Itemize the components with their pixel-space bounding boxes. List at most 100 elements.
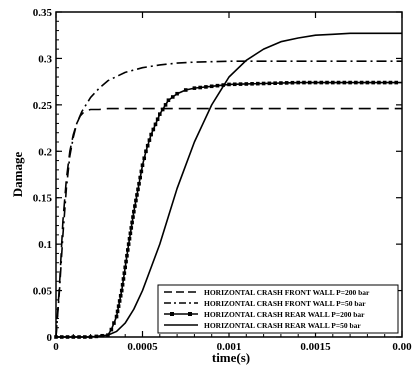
series-4-marker <box>115 309 120 314</box>
series-4-marker <box>147 138 152 142</box>
series-4-marker <box>123 265 127 270</box>
series-4-marker <box>124 259 128 264</box>
series-4-marker <box>313 80 318 85</box>
series-4-marker <box>117 299 122 303</box>
series-4-marker <box>144 149 148 154</box>
y-tick-label: 0.2 <box>38 146 52 158</box>
y-tick-label: 0.35 <box>33 7 53 19</box>
series-4-marker <box>131 215 135 219</box>
series-4-marker <box>215 83 220 88</box>
series-4-marker <box>153 122 158 127</box>
series-4-marker <box>149 132 153 137</box>
series-line-1 <box>55 107 402 338</box>
series-4-marker <box>145 143 150 148</box>
series-4-marker <box>125 248 130 252</box>
series-4-marker <box>122 271 127 275</box>
series-4-marker <box>238 82 243 86</box>
series-4-marker <box>163 103 168 107</box>
series-4-marker <box>118 293 123 298</box>
series-4-marker <box>125 253 129 258</box>
series-4-marker <box>371 80 375 85</box>
series-4-marker <box>151 127 156 132</box>
x-tick-label: 0.0005 <box>127 341 158 353</box>
series-4-marker <box>302 80 306 85</box>
series-4-marker <box>137 181 141 186</box>
series-4-marker <box>155 117 160 122</box>
series-4-marker <box>139 169 144 174</box>
series-4-marker <box>170 95 175 99</box>
series-4-marker <box>134 198 138 203</box>
series-4-marker <box>192 86 197 90</box>
series-4-marker <box>166 98 171 103</box>
series-4-marker <box>279 81 283 85</box>
series-4-marker <box>227 82 231 87</box>
series-4-marker <box>377 80 381 85</box>
y-axis-title: Damage <box>10 152 25 198</box>
series-4-marker <box>130 220 134 225</box>
y-tick-label: 0.05 <box>33 286 53 298</box>
series-4-marker <box>109 327 114 332</box>
series-4-marker <box>250 82 254 86</box>
series-4-marker <box>296 80 300 85</box>
series-4-marker <box>114 314 119 319</box>
series-4-marker <box>325 80 329 85</box>
series-4-marker <box>354 80 358 85</box>
series-4-marker <box>319 80 324 85</box>
series-4-marker <box>129 226 134 230</box>
axes: 0 0.0005 0.001 0.0015 0.00 0 0.05 0.1 0.15 0.2 0.2… <box>33 7 412 353</box>
series-4-marker <box>121 277 126 281</box>
series-4-marker <box>331 80 335 85</box>
series-4-marker <box>142 156 147 161</box>
series-4-marker <box>209 84 214 89</box>
series-line-2 <box>55 60 402 338</box>
series-4-marker <box>158 112 162 116</box>
series-4-marker <box>273 81 277 85</box>
y-tick-label: 0 <box>47 332 53 344</box>
series-4-marker <box>284 81 289 85</box>
series-4-marker <box>183 88 188 92</box>
series-4-marker <box>290 80 295 85</box>
series-4-marker <box>342 80 347 85</box>
legend-marker <box>188 312 192 316</box>
x-tick-label: 0.00 <box>392 341 412 353</box>
series-4-marker <box>112 321 116 325</box>
series-4-marker <box>388 80 393 85</box>
series-4-marker <box>307 80 312 85</box>
series-4-marker <box>267 81 272 86</box>
series-4-marker <box>336 80 341 85</box>
y-tick-label: 0.1 <box>38 239 52 251</box>
series-4-marker <box>136 187 140 192</box>
x-tick-label: 0.0015 <box>300 341 331 353</box>
series-4-marker <box>256 81 260 86</box>
series-4-marker <box>394 80 399 85</box>
series-4-marker <box>126 242 131 246</box>
series-4-marker <box>204 85 208 89</box>
legend: HORIZONTAL CRASH FRONT WALL P=200 bar HOR… <box>157 284 399 334</box>
series-4-marker <box>365 80 370 85</box>
x-tick-label: 0 <box>53 341 59 353</box>
series-4-marker <box>128 231 133 236</box>
series-4-marker <box>382 80 387 85</box>
series-4-marker <box>132 209 136 214</box>
x-axis-title: time(s) <box>212 350 250 365</box>
plot-area <box>54 32 402 339</box>
series-4-marker <box>127 236 132 241</box>
series-4-marker <box>116 304 121 308</box>
series-4-marker <box>175 91 179 96</box>
series-4-marker <box>160 107 165 112</box>
series-4-marker <box>348 80 352 85</box>
series-4-marker <box>359 80 364 85</box>
series-4-marker <box>138 175 142 180</box>
series-line-4 <box>56 32 402 338</box>
series-4-marker <box>244 82 249 86</box>
y-tick-label: 0.25 <box>33 100 53 112</box>
legend-label: HORIZONTAL CRASH FRONT WALL P=50 bar <box>204 299 366 308</box>
legend-label: HORIZONTAL CRASH REAR WALL P=200 bar <box>204 310 365 319</box>
series-4-marker <box>232 82 237 87</box>
y-tick-label: 0.15 <box>33 193 53 205</box>
y-tick-label: 0.3 <box>38 53 52 65</box>
series-4-marker <box>198 85 202 90</box>
series-4-marker <box>133 204 137 208</box>
series-4-marker <box>261 81 266 86</box>
